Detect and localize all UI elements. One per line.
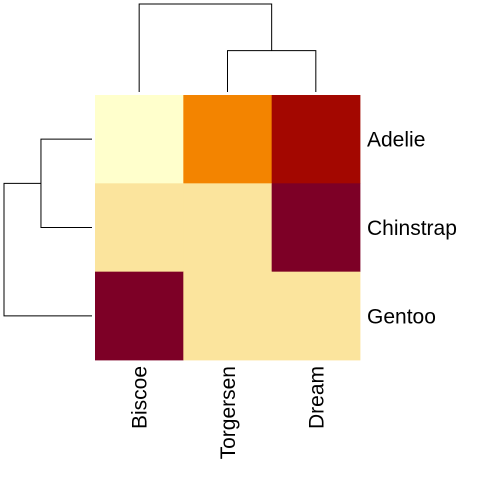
row-label-adelie: Adelie	[367, 129, 425, 152]
heatmap-cell-chinstrap-dream: Chinstrap / Dream: 68	[271, 183, 361, 273]
column-dendrogram	[138, 3, 317, 92]
heatmap-cell-gentoo-biscoe: Gentoo / Biscoe: 124	[95, 271, 184, 361]
row-dendrogram-branch-adelie-chinstrap	[40, 138, 92, 228]
heatmap-cell-adelie-torgersen: Adelie / Torgersen: 52	[183, 95, 273, 184]
row-dendrogram-branch-root	[3, 182, 92, 317]
column-dendrogram-branch-root	[138, 3, 273, 92]
heatmap-cell-adelie-biscoe: Adelie / Biscoe: 44	[95, 95, 184, 184]
row-dendrogram	[3, 138, 92, 317]
heatmap-cell-gentoo-dream: Gentoo / Dream: 0	[271, 271, 361, 361]
row-label-gentoo: Gentoo	[367, 305, 436, 328]
heatmap-cells: Adelie / Biscoe: 44Adelie / Torgersen: 5…	[95, 95, 361, 361]
column-dendrogram-branch-torgersen-dream	[226, 50, 317, 92]
column-labels: Biscoe Torgersen Dream	[129, 366, 329, 459]
heatmap-cell-adelie-dream: Adelie / Dream: 56	[271, 95, 361, 184]
col-label-dream: Dream	[305, 366, 328, 429]
col-label-torgersen: Torgersen	[217, 366, 240, 459]
row-label-chinstrap: Chinstrap	[367, 217, 457, 240]
row-labels: Adelie Chinstrap Gentoo	[367, 129, 457, 329]
col-label-biscoe: Biscoe	[129, 366, 152, 429]
heatmap-cell-chinstrap-torgersen: Chinstrap / Torgersen: 0	[183, 183, 273, 273]
heatmap-cell-gentoo-torgersen: Gentoo / Torgersen: 0	[183, 271, 273, 361]
heatmap-cell-chinstrap-biscoe: Chinstrap / Biscoe: 0	[95, 183, 184, 273]
